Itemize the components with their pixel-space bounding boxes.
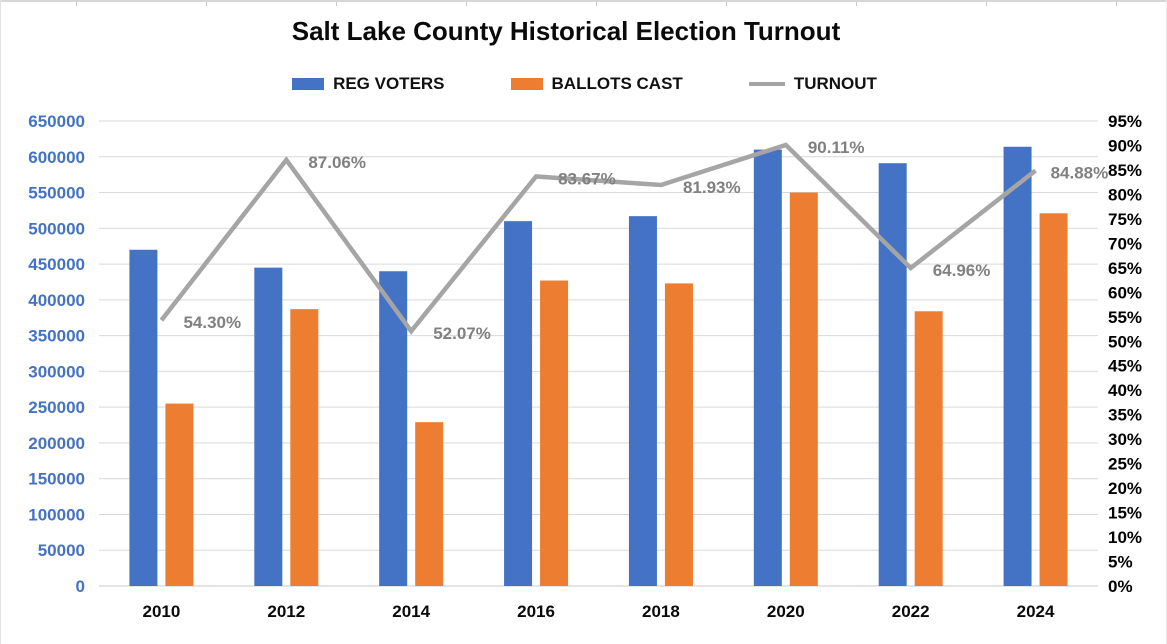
- bar-reg-voters-2024[interactable]: [1003, 146, 1032, 586]
- bar-ballots-cast-2010[interactable]: [165, 403, 194, 586]
- left-axis-tick-label: 650000: [28, 112, 85, 131]
- right-axis-tick-label: 65%: [1108, 259, 1142, 278]
- right-axis-tick-label: 5%: [1108, 553, 1133, 572]
- x-axis-label-2024: 2024: [1017, 602, 1055, 621]
- left-axis-tick-label: 400000: [28, 291, 85, 310]
- turnout-data-label: 87.06%: [308, 153, 366, 172]
- x-axis-label-2022: 2022: [892, 602, 930, 621]
- legend-label-turnout: TURNOUT: [793, 74, 877, 93]
- turnout-line-swatch-icon: [748, 82, 785, 86]
- turnout-data-label: 90.11%: [808, 138, 865, 157]
- turnout-data-label: 52.07%: [433, 324, 491, 343]
- x-axis-label-2016: 2016: [517, 602, 555, 621]
- turnout-line[interactable]: [159, 142, 1037, 335]
- turnout-data-label: 84.88%: [1051, 164, 1109, 183]
- legend-item-ballots-cast[interactable]: BALLOTS CAST: [510, 74, 683, 94]
- bar-reg-voters-2020[interactable]: [753, 149, 782, 586]
- right-axis-tick-label: 55%: [1108, 308, 1142, 327]
- ballots-cast-swatch-icon: [510, 78, 543, 90]
- left-axis-tick-label: 350000: [28, 327, 85, 346]
- bar-ballots-cast-2020[interactable]: [789, 192, 818, 587]
- left-axis-tick-label: 600000: [28, 148, 85, 167]
- right-axis-tick-label: 90%: [1108, 136, 1142, 155]
- right-axis-tick-label: 25%: [1108, 455, 1142, 474]
- bar-reg-voters-2016[interactable]: [504, 221, 533, 586]
- left-axis-tick-label: 300000: [28, 362, 85, 381]
- left-axis-tick-label: 150000: [28, 470, 85, 489]
- right-axis-tick-label: 0%: [1108, 577, 1133, 596]
- left-axis-tick-label: 550000: [28, 184, 85, 203]
- right-axis-tick-label: 80%: [1108, 185, 1142, 204]
- right-axis-tick-label: 15%: [1108, 504, 1142, 523]
- x-axis-label-2018: 2018: [642, 602, 680, 621]
- x-axis-label-2012: 2012: [267, 602, 305, 621]
- x-axis-label-2014: 2014: [392, 602, 430, 621]
- legend-label-reg-voters: REG VOTERS: [333, 74, 445, 93]
- bar-reg-voters-2018[interactable]: [628, 216, 657, 586]
- right-axis-tick-label: 40%: [1108, 381, 1142, 400]
- bar-ballots-cast-2016[interactable]: [540, 280, 569, 586]
- right-axis-tick-label: 45%: [1108, 357, 1142, 376]
- reg-voters-swatch-icon: [292, 78, 325, 90]
- bar-ballots-cast-2022[interactable]: [914, 311, 943, 586]
- left-axis-tick-label: 500000: [28, 219, 85, 238]
- left-axis-tick-label: 250000: [28, 398, 85, 417]
- bar-reg-voters-2010[interactable]: [129, 249, 158, 586]
- legend-label-ballots-cast: BALLOTS CAST: [551, 74, 683, 93]
- bar-reg-voters-2014[interactable]: [379, 271, 408, 586]
- turnout-data-label: 64.96%: [933, 261, 991, 280]
- right-axis-tick-label: 50%: [1108, 332, 1142, 351]
- bar-ballots-cast-2024[interactable]: [1039, 213, 1068, 587]
- turnout-data-label: 83.67%: [558, 169, 616, 188]
- right-axis-tick-label: 60%: [1108, 283, 1142, 302]
- right-axis-tick-label: 30%: [1108, 430, 1142, 449]
- legend-item-reg-voters[interactable]: REG VOTERS: [292, 74, 445, 94]
- right-axis-tick-label: 95%: [1108, 112, 1142, 131]
- right-axis-tick-label: 70%: [1108, 234, 1142, 253]
- chart-title: Salt Lake County Historical Election Tur…: [291, 16, 841, 46]
- bar-ballots-cast-2012[interactable]: [290, 309, 319, 586]
- left-axis-tick-label: 50000: [38, 541, 85, 560]
- x-axis-label-2010: 2010: [143, 602, 181, 621]
- right-axis-tick-label: 75%: [1108, 210, 1142, 229]
- spreadsheet-ruler-strip: [1, 0, 1166, 8]
- bar-reg-voters-2012[interactable]: [254, 267, 283, 586]
- right-axis-tick-label: 20%: [1108, 479, 1142, 498]
- right-axis-tick-label: 35%: [1108, 406, 1142, 425]
- right-axis-tick-label: 10%: [1108, 528, 1142, 547]
- legend: REG VOTERS BALLOTS CAST TURNOUT: [1, 74, 1166, 94]
- turnout-data-label: 54.30%: [183, 313, 241, 332]
- bar-ballots-cast-2018[interactable]: [664, 283, 693, 586]
- right-axis-tick-label: 85%: [1108, 161, 1142, 180]
- bar-ballots-cast-2014[interactable]: [415, 422, 444, 586]
- bar-reg-voters-2022[interactable]: [878, 163, 907, 586]
- left-axis-tick-label: 200000: [28, 434, 85, 453]
- left-axis-tick-label: 0: [76, 577, 85, 596]
- turnout-data-label: 81.93%: [683, 178, 741, 197]
- left-axis-tick-label: 450000: [28, 255, 85, 274]
- x-axis-label-2020: 2020: [767, 602, 805, 621]
- left-axis-tick-label: 100000: [28, 505, 85, 524]
- legend-item-turnout[interactable]: TURNOUT: [748, 74, 877, 94]
